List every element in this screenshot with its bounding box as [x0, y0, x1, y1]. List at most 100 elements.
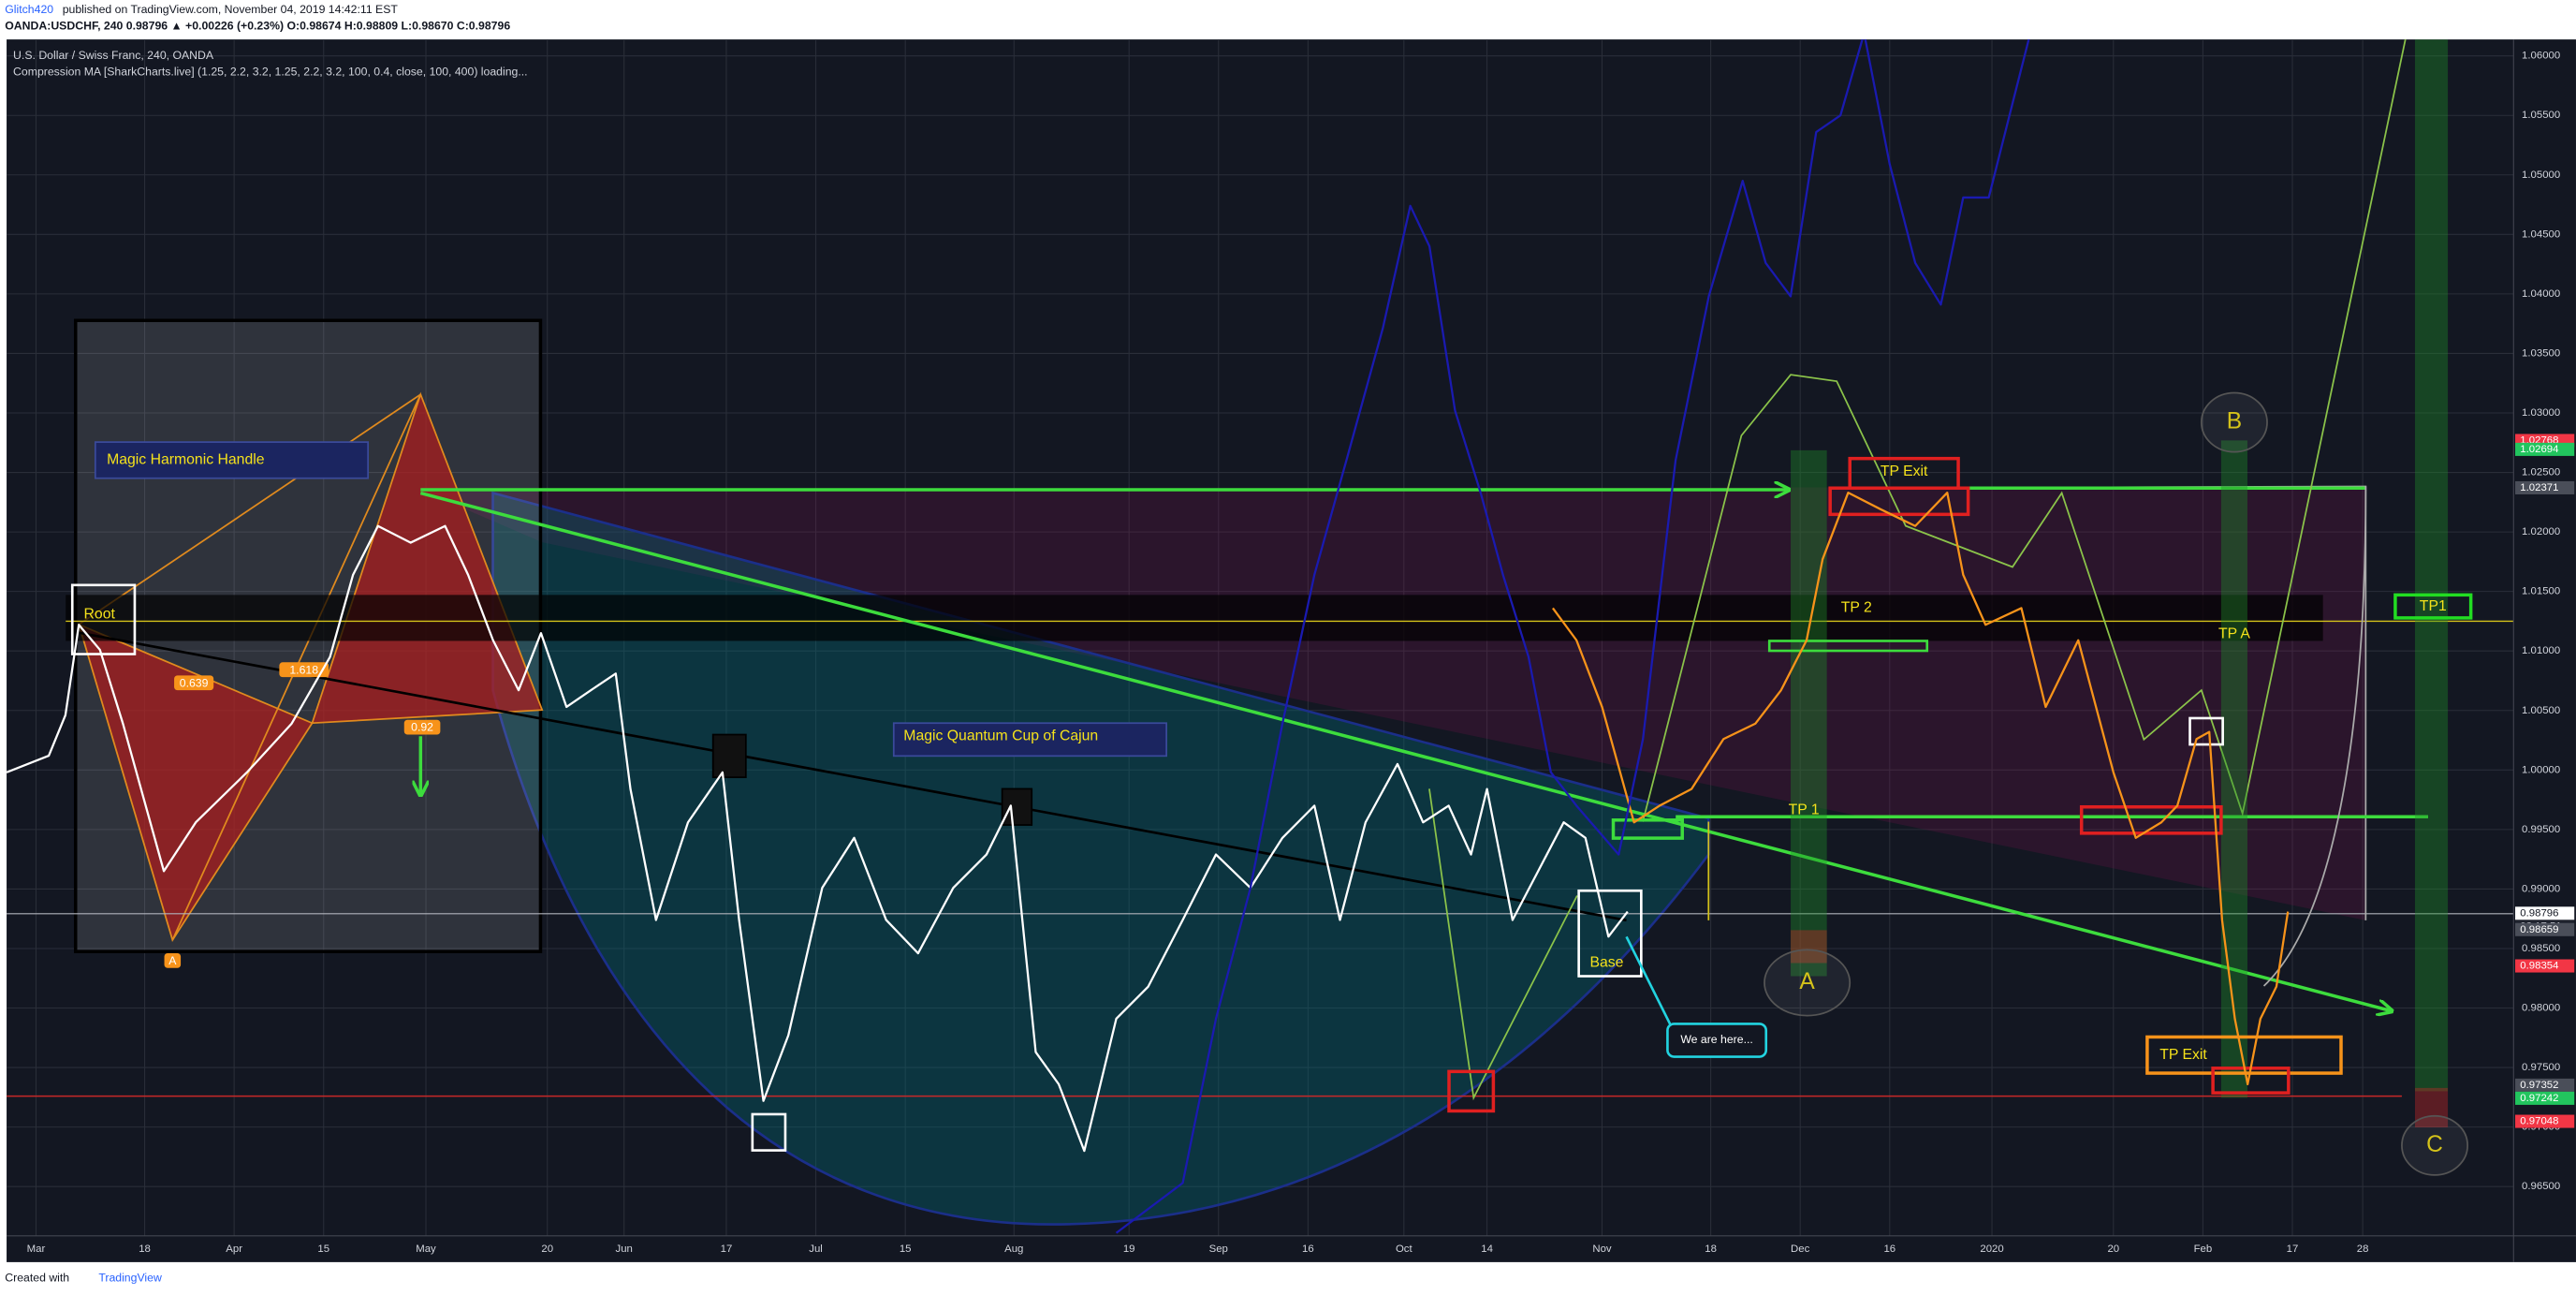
x-tick-label: 14: [1481, 1243, 1493, 1255]
band: [66, 595, 2323, 641]
chart-title: U.S. Dollar / Swiss Franc, 240, OANDA: [13, 49, 214, 62]
box: [70, 583, 137, 655]
x-tick-label: 28: [2357, 1243, 2369, 1255]
label-box: [94, 441, 370, 479]
price-label: 0.97352: [2520, 1080, 2558, 1091]
ellipse: [2200, 391, 2268, 453]
chart-subtitle: Compression MA [SharkCharts.live] (1.25,…: [13, 65, 528, 78]
annotation: A: [168, 954, 177, 967]
annotation: TP A: [2218, 626, 2250, 642]
price-mark: [2515, 906, 2575, 920]
annotation: Magic Harmonic Handle: [107, 452, 265, 468]
x-tick-label: 17: [2287, 1243, 2299, 1255]
box: [1767, 640, 1929, 653]
x-tick-label: 18: [139, 1243, 151, 1255]
footer-text: Created with: [5, 1272, 69, 1285]
y-tick-label: 0.99500: [2522, 824, 2560, 835]
annotation: B: [2227, 409, 2242, 434]
x-tick-label: Apr: [226, 1243, 242, 1255]
x-tick-label: 15: [317, 1243, 329, 1255]
box: [2188, 716, 2224, 746]
x-tick-label: Aug: [1004, 1243, 1023, 1255]
y-tick-label: 1.01500: [2522, 586, 2560, 597]
projection: [1428, 788, 1578, 1101]
y-tick-label: 1.05500: [2522, 110, 2560, 121]
x-tick-label: 16: [1883, 1243, 1895, 1255]
x-tick-label: Mar: [27, 1243, 46, 1255]
projection: [1642, 39, 2407, 822]
y-tick-label: 0.96500: [2522, 1181, 2560, 1192]
box: [2145, 1035, 2343, 1075]
box: [2079, 804, 2223, 835]
box: [2393, 593, 2473, 620]
price-mark: [2515, 442, 2575, 456]
zone: [2414, 1087, 2449, 1127]
zone: [1791, 449, 1827, 977]
annotation: Magic Quantum Cup of Cajun: [903, 728, 1098, 743]
box: [1828, 486, 1970, 517]
label-box: [279, 662, 329, 678]
x-tick-label: 15: [900, 1243, 912, 1255]
annotation: C: [2426, 1132, 2443, 1157]
pattern: [77, 623, 314, 942]
label-box: [403, 719, 441, 735]
box: [711, 733, 747, 779]
x-tick-label: Jun: [616, 1243, 633, 1255]
y-tick-label: 1.03000: [2522, 407, 2560, 419]
y-tick-label: 1.02000: [2522, 526, 2560, 537]
x-tick-label: Dec: [1791, 1243, 1810, 1255]
x-tick-label: 16: [1302, 1243, 1314, 1255]
x-tick-label: May: [416, 1243, 436, 1255]
box: [1001, 787, 1033, 826]
y-tick-label: 1.01000: [2522, 645, 2560, 656]
zone: [2220, 440, 2247, 1098]
callout-line: [1625, 935, 1677, 1037]
annotation: A: [1799, 969, 1815, 994]
x-tick-label: 20: [541, 1243, 553, 1255]
y-tick-label: 1.06000: [2522, 51, 2560, 62]
y-tick-label: 0.99000: [2522, 883, 2560, 894]
price-label: 1.02694: [2520, 444, 2558, 455]
x-tick-label: Nov: [1592, 1243, 1612, 1255]
price-label: 1.02371: [2520, 482, 2558, 493]
box: [1447, 1069, 1496, 1113]
x-tick-label: 20: [2107, 1243, 2119, 1255]
annotation: 0.92: [411, 721, 433, 734]
annotation: 0.639: [180, 676, 209, 689]
y-tick-label: 0.98000: [2522, 1003, 2560, 1014]
ellipse: [2401, 1114, 2469, 1176]
price-label: 0.97242: [2520, 1093, 2558, 1104]
axis-bg: [2513, 39, 2576, 1262]
label-box: [174, 675, 214, 691]
annotation: TP Exit: [2159, 1047, 2207, 1063]
x-tick-label: Oct: [1396, 1243, 1413, 1255]
quote: OANDA:USDCHF, 240 0.98796 ▲ +0.00226 (+0…: [5, 19, 510, 32]
annotation: Base: [1589, 955, 1623, 971]
publisher[interactable]: Glitch420: [5, 3, 53, 16]
y-tick-label: 1.02500: [2522, 467, 2560, 478]
annotation: TP Exit: [1881, 464, 1928, 479]
x-tick-label: 17: [721, 1243, 733, 1255]
price-label: 0.98354: [2520, 961, 2558, 972]
price-label: 0.98659: [2520, 924, 2558, 935]
price-line: [1115, 39, 2030, 1234]
annotation: TP 1: [1789, 802, 1820, 817]
price-mark: [2515, 1114, 2575, 1128]
y-tick-label: 1.03500: [2522, 347, 2560, 359]
price-mark: [2515, 1091, 2575, 1105]
x-tick-label: Sep: [1209, 1243, 1228, 1255]
y-tick-label: 1.04500: [2522, 228, 2560, 240]
label-box: [164, 952, 182, 968]
box: [1577, 889, 1643, 978]
zone: [2414, 39, 2449, 1092]
annotation: We are here...: [1680, 1033, 1752, 1046]
label-box: [892, 722, 1168, 758]
y-tick-label: 1.00500: [2522, 705, 2560, 716]
price-mark: [2515, 922, 2575, 936]
price-line: [1551, 492, 2290, 1086]
projection: [2262, 486, 2367, 987]
footer-brand[interactable]: TradingView: [98, 1272, 162, 1285]
price-line: [7, 524, 1629, 1153]
